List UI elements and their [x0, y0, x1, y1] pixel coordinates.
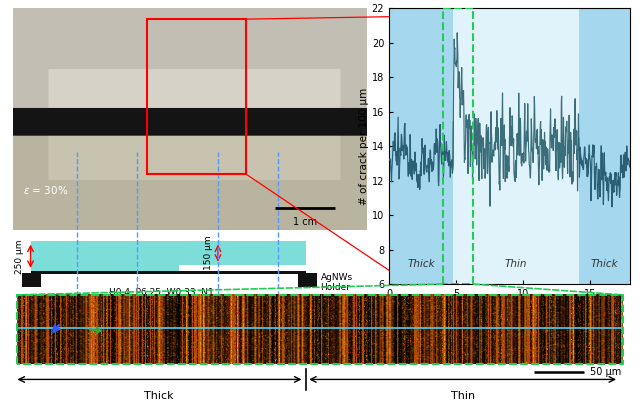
- Text: Thin: Thin: [451, 391, 475, 401]
- Bar: [22, 273, 41, 287]
- Text: 250 μm: 250 μm: [15, 239, 24, 274]
- Bar: [172, 241, 306, 265]
- X-axis label: Distance (mm): Distance (mm): [468, 305, 551, 314]
- Text: 1 cm: 1 cm: [293, 217, 317, 227]
- Text: Thick: Thick: [408, 259, 435, 269]
- Text: Holder: Holder: [320, 283, 350, 291]
- Bar: [579, 8, 630, 284]
- Text: 150 μm: 150 μm: [204, 236, 213, 270]
- Text: $\varepsilon$ = 30%: $\varepsilon$ = 30%: [23, 184, 69, 196]
- Text: Thin: Thin: [505, 259, 527, 269]
- Text: Thick: Thick: [591, 259, 619, 269]
- Text: Thick: Thick: [144, 391, 174, 401]
- Y-axis label: # of crack per 100 μm: # of crack per 100 μm: [359, 87, 369, 205]
- Text: 50 μm: 50 μm: [590, 367, 621, 377]
- Bar: [147, 19, 246, 174]
- Bar: [453, 8, 579, 284]
- Bar: [31, 271, 307, 274]
- Bar: [298, 273, 317, 287]
- Text: H0.4, P6.25, W0.33, N1: H0.4, P6.25, W0.33, N1: [109, 288, 213, 297]
- Bar: [389, 8, 453, 284]
- Bar: [31, 241, 179, 271]
- Text: AgNWs: AgNWs: [320, 273, 352, 282]
